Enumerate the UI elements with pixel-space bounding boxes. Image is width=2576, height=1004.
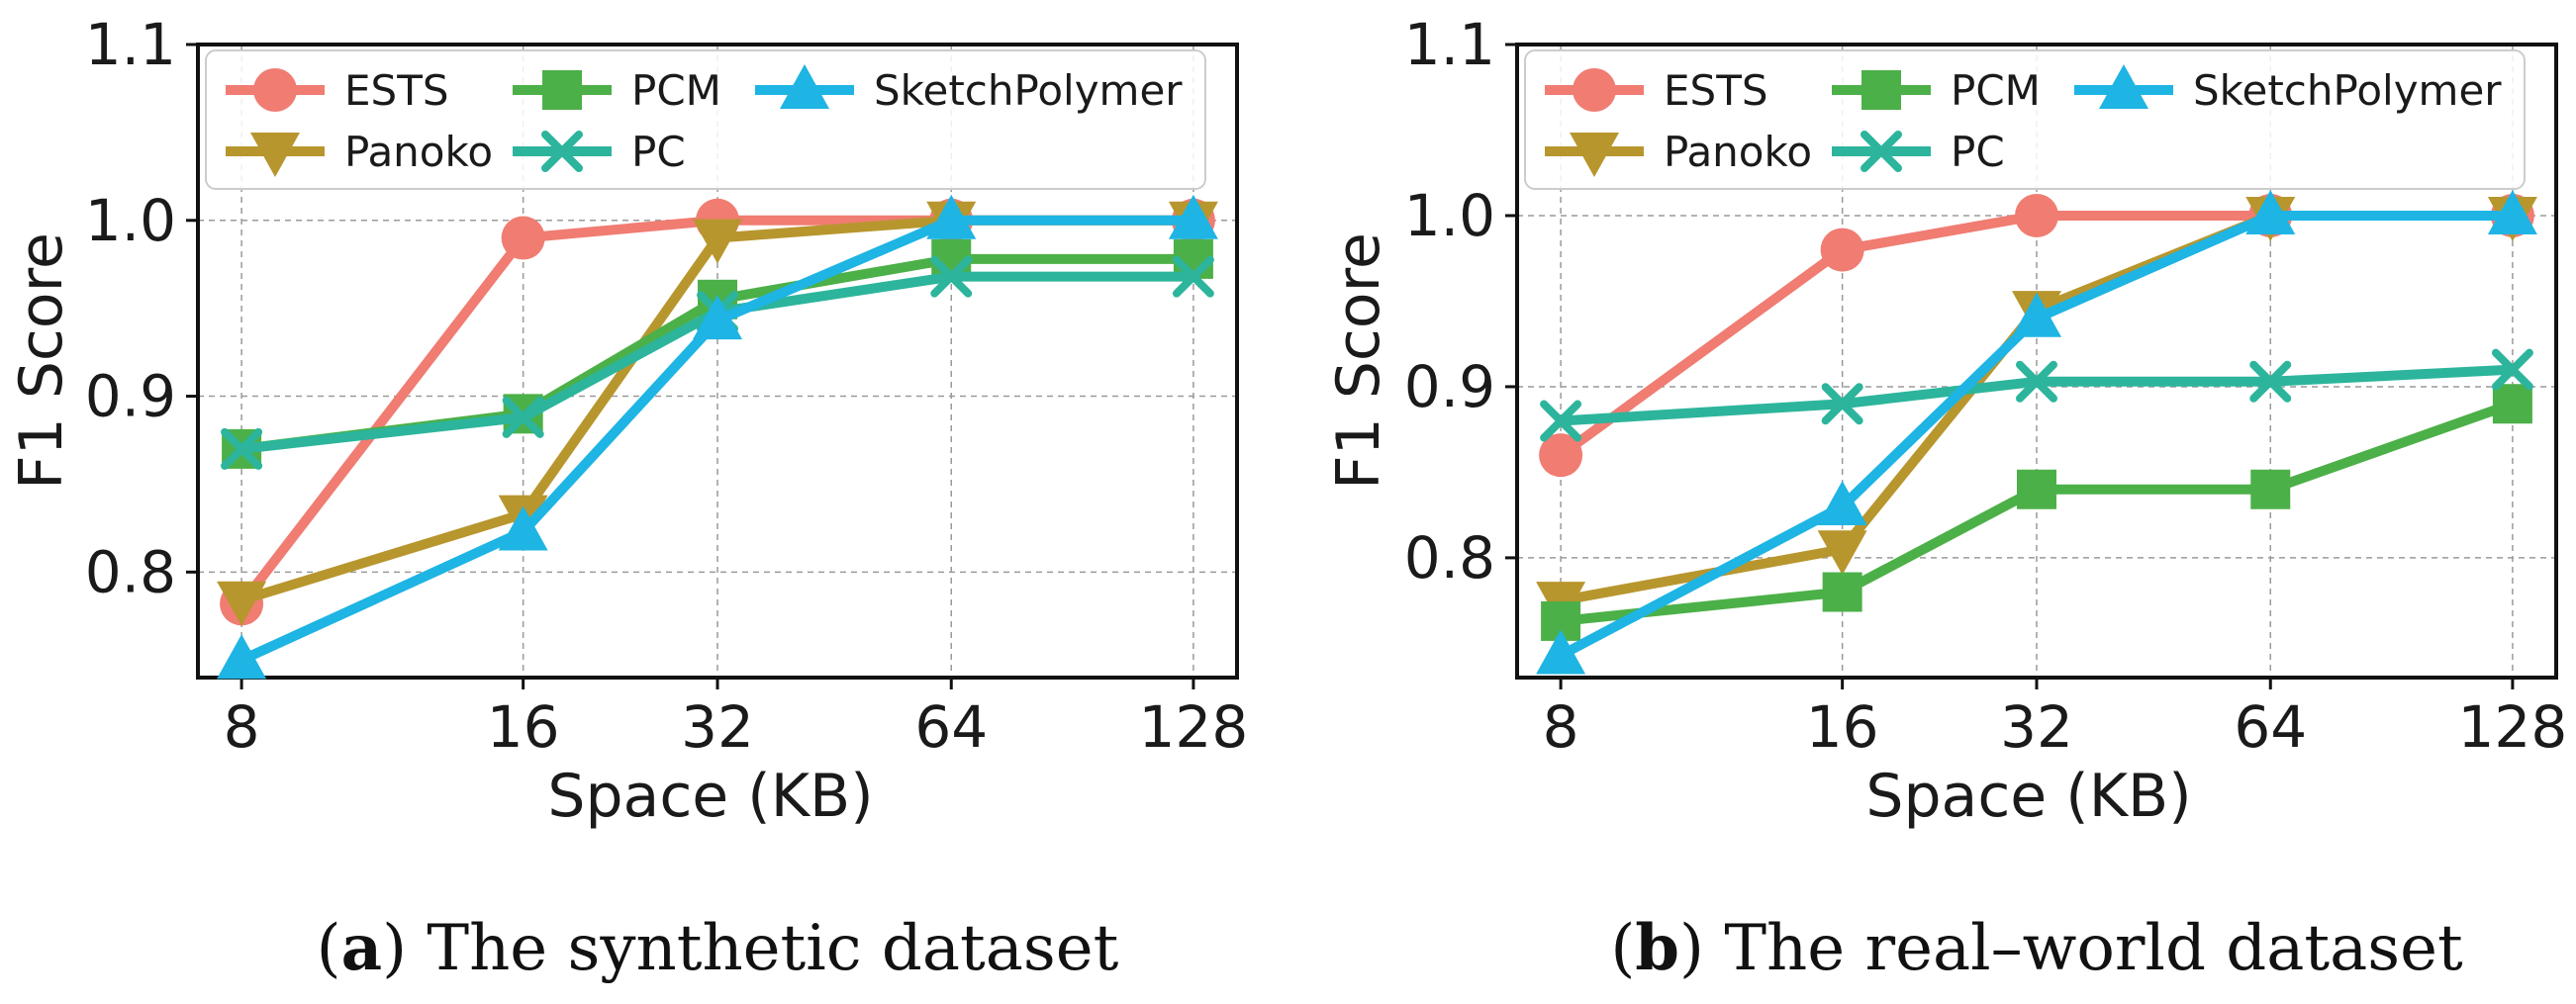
legend-item-ests: ESTS (1545, 66, 1768, 115)
legend-label: PC (1951, 128, 2005, 176)
data-point (2249, 360, 2292, 403)
caption-b: (b) The real–world dataset (1610, 911, 2463, 985)
legend-marker (541, 131, 583, 172)
y-tick-label: 1.1 (85, 11, 176, 78)
legend-label: ESTS (1664, 66, 1768, 115)
legend-marker (2099, 64, 2148, 109)
y-tick-label: 1.1 (1404, 11, 1495, 78)
data-point (2015, 193, 2058, 237)
data-point (1822, 572, 1862, 612)
x-tick-label: 16 (1806, 693, 1879, 761)
x-tick-label: 8 (224, 693, 260, 761)
data-point (2245, 189, 2296, 234)
caption-a-label: a (341, 911, 382, 985)
legend-label: ESTS (344, 66, 449, 115)
legend-label: PC (631, 128, 686, 176)
data-point (2487, 189, 2537, 234)
data-point (2012, 292, 2061, 337)
legend-item-panoko: Panoko (226, 128, 493, 177)
legend-label: SketchPolymer (874, 66, 1183, 115)
legend-item-sketchpolymer: SketchPolymer (755, 64, 1183, 115)
y-axis-label-a: F1 Score (7, 232, 76, 490)
legend-marker (1570, 133, 1619, 177)
caption-a-text: The synthetic dataset (427, 912, 1118, 985)
x-tick-label: 64 (914, 693, 988, 761)
x-tick-label: 32 (2000, 693, 2073, 761)
data-point (1817, 530, 1867, 576)
data-point (498, 505, 548, 551)
legend-item-pcm: PCM (513, 66, 721, 115)
caption-a: (a) The synthetic dataset (317, 911, 1119, 985)
data-point (2016, 360, 2057, 403)
series-pcm (1541, 384, 2532, 641)
x-tick-label: 32 (681, 693, 754, 761)
caption-b-label: b (1635, 911, 1679, 985)
legend-item-sketchpolymer: SketchPolymer (2074, 64, 2502, 115)
x-tick-label: 16 (487, 693, 560, 761)
x-tick-label: 128 (1139, 693, 1249, 761)
data-point (1536, 629, 1586, 675)
legend-label: PCM (1951, 66, 2041, 115)
data-point (1539, 433, 1583, 478)
panel-b: F1 Score Space (KB) (b) The real–world d… (1324, 11, 2567, 985)
legend-box (205, 49, 1206, 190)
data-point (926, 194, 977, 239)
data-point (217, 634, 267, 680)
legend-item-panoko: Panoko (1545, 128, 1812, 177)
x-axis-label-b: Space (KB) (1865, 762, 2191, 831)
legend-a: ESTS Panoko PCM PC SketchPolymer (205, 49, 1206, 190)
legend-marker (542, 70, 582, 110)
data-point (2492, 384, 2532, 424)
legend-marker (1573, 68, 1616, 112)
y-tick-label: 0.9 (1404, 353, 1495, 420)
legend-label: SketchPolymer (2193, 66, 2502, 115)
data-point (217, 581, 267, 626)
data-point (1168, 194, 1218, 239)
legend-label: PCM (631, 66, 721, 115)
legend-item-pcm: PCM (1832, 66, 2041, 115)
data-point (2250, 469, 2291, 509)
data-point (502, 396, 544, 438)
series-sketchpolymer (217, 194, 1218, 680)
series-pc (1540, 348, 2533, 442)
legend-label: Panoko (344, 128, 493, 176)
y-tick-label: 1.0 (1404, 182, 1495, 249)
data-point (1540, 400, 1582, 442)
legend-b: ESTS Panoko PCM PC SketchPolymer (1524, 49, 2526, 190)
y-tick-label: 0.9 (85, 363, 176, 430)
data-point (221, 427, 263, 470)
legend-marker (1861, 70, 1901, 110)
data-point (501, 216, 545, 260)
y-tick-label: 0.8 (1404, 524, 1495, 592)
y-tick-label: 0.8 (85, 538, 176, 605)
legend-box (1524, 49, 2526, 190)
y-tick-label: 1.0 (85, 187, 176, 254)
legend-marker (1860, 131, 1902, 172)
legend-marker (780, 64, 829, 109)
data-point (2017, 469, 2056, 509)
legend-marker (253, 68, 297, 112)
legend-item-pc: PC (513, 128, 686, 176)
panel-a: F1 Score Space (KB) (a) The synthetic da… (7, 11, 1248, 985)
legend-label: Panoko (1664, 128, 1812, 176)
data-point (693, 219, 742, 264)
legend-item-pc: PC (1832, 128, 2005, 176)
caption-b-text: The real–world dataset (1724, 912, 2463, 985)
data-point (693, 295, 742, 340)
x-axis-label-a: Space (KB) (547, 762, 873, 831)
legend-marker (250, 133, 300, 177)
x-tick-label: 64 (2234, 693, 2307, 761)
legend-item-ests: ESTS (226, 66, 449, 115)
series-sketchpolymer (1536, 189, 2537, 675)
data-point (1172, 255, 1214, 298)
data-point (2491, 348, 2533, 391)
data-point (1821, 383, 1863, 425)
data-point (930, 255, 973, 298)
x-tick-label: 128 (2458, 693, 2568, 761)
data-point (1817, 481, 1867, 526)
data-point (1820, 228, 1864, 272)
x-tick-label: 8 (1543, 693, 1579, 761)
y-axis-label-b: F1 Score (1324, 232, 1393, 490)
